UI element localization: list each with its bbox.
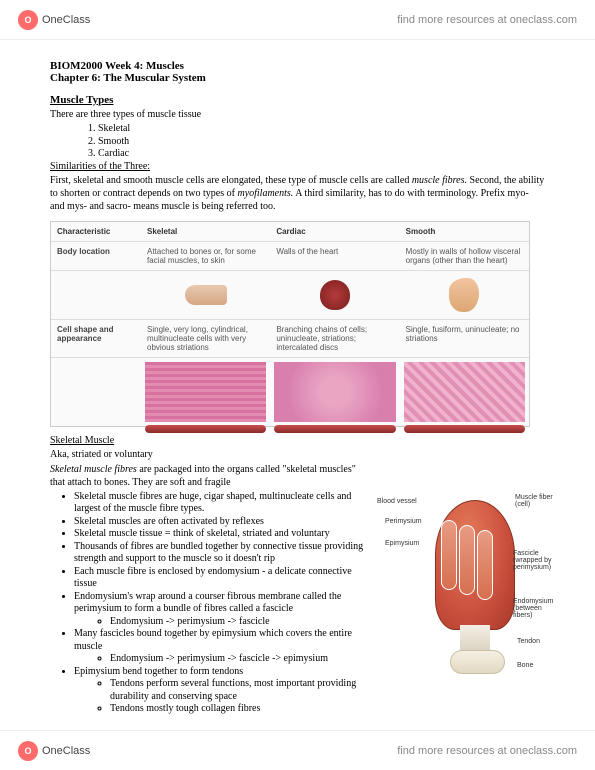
header-tagline: find more resources at oneclass.com	[397, 14, 577, 26]
list-item: Endomysium -> perimysium -> fascicle -> …	[110, 653, 370, 666]
row-label	[51, 358, 141, 426]
term-muscle-fibres: muscle fibres.	[412, 175, 467, 186]
table-row: Cell shape and appearance Single, very l…	[51, 320, 529, 358]
bone-shape	[450, 650, 505, 674]
skeletal-bullets: Skeletal muscle fibres are huge, cigar s…	[74, 491, 370, 716]
row-label: Body location	[51, 242, 141, 270]
text: First, skeletal and smooth muscle cells …	[50, 175, 412, 186]
th: Skeletal	[141, 222, 270, 241]
heading-similarities: Similarities of the Three:	[50, 161, 545, 172]
th: Characteristic	[51, 222, 141, 241]
skeletal-organ-icon	[141, 271, 270, 319]
footer-tagline: find more resources at oneclass.com	[397, 745, 577, 757]
label-tendon: Tendon	[517, 638, 540, 645]
label-muscle-fiber: Muscle fiber (cell)	[515, 494, 555, 508]
muscle-type-list: Skeletal Smooth Cardiac	[98, 123, 545, 161]
label-endomysium: Endomysium (between fibers)	[513, 598, 561, 619]
label-perimysium: Perimysium	[385, 518, 422, 525]
row-label: Cell shape and appearance	[51, 320, 141, 357]
fascicle-shape	[459, 525, 475, 595]
term: Skeletal muscle fibres	[50, 464, 137, 475]
cell: Single, fusiform, uninucleate; no striat…	[400, 320, 529, 357]
row-label	[51, 271, 141, 319]
cardiac-organ-icon	[270, 271, 399, 319]
list-item: Endomysium -> perimysium -> fascicle	[110, 616, 370, 629]
list-item: Skeletal muscles are often activated by …	[74, 516, 370, 529]
th: Smooth	[400, 222, 529, 241]
label-epimysium: Epimysium	[385, 540, 419, 547]
table-row: Body location Attached to bones or, for …	[51, 242, 529, 271]
label-blood-vessel: Blood vessel	[377, 498, 417, 505]
comparison-table: Characteristic Skeletal Cardiac Smooth B…	[50, 221, 530, 427]
list-item: Skeletal muscle fibres are huge, cigar s…	[74, 491, 370, 516]
page-footer: O OneClass find more resources at onecla…	[0, 730, 595, 770]
aka-line: Aka, striated or voluntary	[50, 448, 545, 461]
similarities-paragraph: First, skeletal and smooth muscle cells …	[50, 174, 545, 213]
smooth-tissue-icon	[400, 358, 529, 426]
th: Cardiac	[270, 222, 399, 241]
muscle-anatomy-diagram: Blood vessel Perimysium Epimysium Muscle…	[405, 490, 555, 680]
list-item: Skeletal	[98, 123, 545, 136]
table-header-row: Characteristic Skeletal Cardiac Smooth	[51, 222, 529, 242]
cell: Branching chains of cells; uninucleate, …	[270, 320, 399, 357]
fascicle-shape	[441, 520, 457, 590]
intro-line: There are three types of muscle tissue	[50, 108, 545, 121]
brand-logo: O OneClass	[18, 741, 90, 761]
page-header: O OneClass find more resources at onecla…	[0, 0, 595, 40]
brand-name: OneClass	[42, 14, 90, 26]
logo-icon: O	[18, 741, 38, 761]
doc-subtitle: Chapter 6: The Muscular System	[50, 72, 545, 84]
list-item: Tendons perform several functions, most …	[110, 678, 370, 703]
sub-list: Tendons perform several functions, most …	[110, 678, 370, 716]
logo-icon: O	[18, 10, 38, 30]
brand-name: OneClass	[42, 745, 90, 757]
cell: Walls of the heart	[270, 242, 399, 270]
list-item: Thousands of fibres are bundled together…	[74, 541, 370, 566]
list-item: Tendons mostly tough collagen fibres	[110, 703, 370, 716]
cardiac-tissue-icon	[270, 358, 399, 426]
list-item: Smooth	[98, 136, 545, 149]
list-item: Cardiac	[98, 148, 545, 161]
list-item: Many fascicles bound together by epimysi…	[74, 628, 370, 653]
sub-list: Endomysium -> perimysium -> fascicle -> …	[110, 653, 370, 666]
list-item: Epimysium bend together to form tendons	[74, 666, 370, 679]
cell: Single, very long, cylindrical, multinuc…	[141, 320, 270, 357]
fascicle-shape	[477, 530, 493, 600]
doc-title: BIOM2000 Week 4: Muscles	[50, 60, 545, 72]
cell: Mostly in walls of hollow visceral organ…	[400, 242, 529, 270]
heading-muscle-types: Muscle Types	[50, 94, 545, 106]
table-tissue-row	[51, 358, 529, 426]
label-bone: Bone	[517, 662, 533, 669]
brand-logo: O OneClass	[18, 10, 90, 30]
cell: Attached to bones or, for some facial mu…	[141, 242, 270, 270]
heading-skeletal-muscle: Skeletal Muscle	[50, 435, 545, 446]
skeletal-tissue-icon	[141, 358, 270, 426]
smooth-organ-icon	[400, 271, 529, 319]
skeletal-intro: Skeletal muscle fibres are packaged into…	[50, 463, 370, 489]
list-item: Each muscle fibre is enclosed by endomys…	[74, 566, 370, 591]
label-fascicle: Fascicle (wrapped by perimysium)	[513, 550, 558, 571]
list-item: Endomysium's wrap around a courser fibro…	[74, 591, 370, 616]
sub-list: Endomysium -> perimysium -> fascicle	[110, 616, 370, 629]
term-myofilaments: myofilaments.	[237, 188, 293, 199]
list-item: Skeletal muscle tissue = think of skelet…	[74, 528, 370, 541]
table-image-row	[51, 271, 529, 320]
